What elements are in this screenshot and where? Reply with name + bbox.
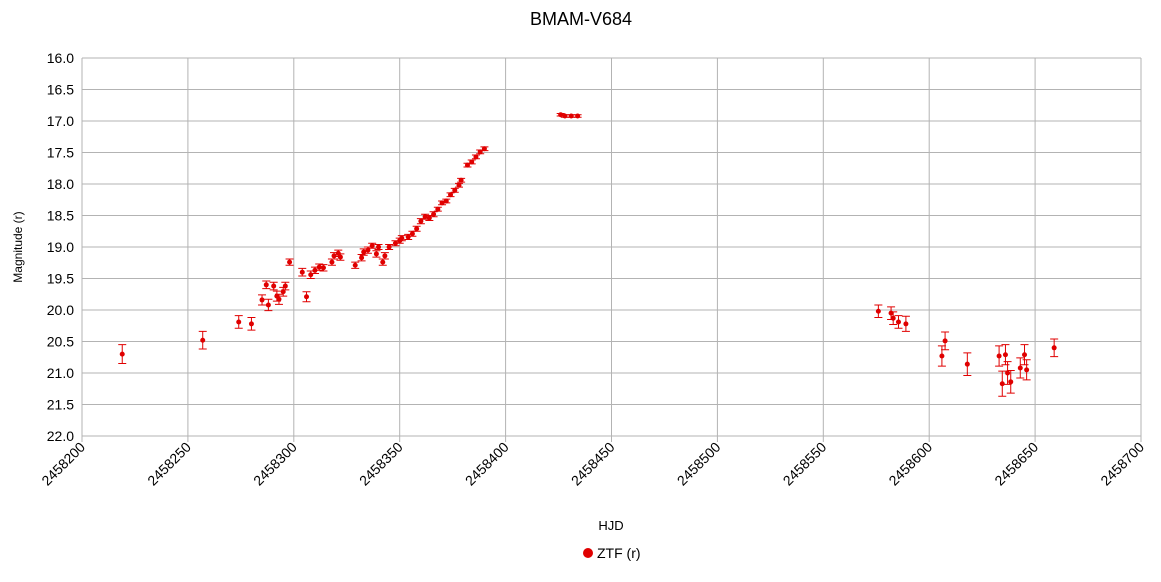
data-point — [359, 255, 365, 261]
data-point — [271, 283, 277, 289]
data-point — [200, 337, 206, 343]
data-point — [352, 262, 358, 268]
data-point — [304, 294, 310, 300]
data-point — [263, 282, 269, 288]
data-point — [903, 321, 909, 327]
data-point — [1002, 352, 1008, 358]
y-tick-label: 16.0 — [47, 50, 74, 66]
y-tick-label: 18.5 — [47, 208, 74, 224]
y-tick-label: 22.0 — [47, 428, 74, 444]
data-point — [939, 353, 945, 359]
data-point — [320, 265, 326, 271]
data-point — [1008, 379, 1014, 385]
data-point — [280, 289, 286, 295]
data-point — [431, 211, 437, 217]
y-tick-label: 19.5 — [47, 271, 74, 287]
data-point — [439, 200, 445, 206]
data-point — [312, 267, 318, 273]
data-point — [236, 319, 242, 325]
data-point — [119, 351, 125, 357]
data-point — [316, 264, 322, 270]
data-point — [1005, 370, 1011, 376]
y-tick-label: 21.5 — [47, 397, 74, 413]
data-point — [414, 226, 420, 232]
data-point — [456, 182, 462, 188]
data-point — [558, 112, 564, 118]
legend-marker — [583, 548, 593, 558]
data-point — [331, 253, 337, 259]
y-axis-title: Magnitude (r) — [11, 211, 25, 282]
data-point — [287, 259, 293, 265]
data-point — [335, 250, 341, 256]
data-point — [1022, 352, 1028, 358]
data-point — [405, 234, 411, 240]
y-tick-label: 20.5 — [47, 334, 74, 350]
data-point — [890, 315, 896, 321]
data-point — [469, 159, 475, 165]
data-point — [964, 361, 970, 367]
data-point — [481, 146, 487, 152]
data-point — [568, 113, 574, 119]
x-axis-title: HJD — [598, 518, 623, 533]
y-tick-label: 20.0 — [47, 302, 74, 318]
data-point — [248, 321, 254, 327]
data-point — [942, 338, 948, 344]
data-point — [365, 247, 371, 253]
data-point — [265, 302, 271, 308]
data-point — [392, 240, 398, 246]
data-point — [373, 251, 379, 257]
data-point — [448, 192, 454, 198]
data-point — [399, 235, 405, 241]
data-point — [369, 243, 375, 249]
y-tick-label: 17.5 — [47, 145, 74, 161]
data-point — [409, 231, 415, 237]
data-point — [875, 308, 881, 314]
data-point — [443, 198, 449, 204]
data-point — [895, 319, 901, 325]
data-point — [452, 187, 458, 193]
data-point — [382, 253, 388, 259]
legend-label: ZTF (r) — [597, 545, 641, 561]
data-point — [376, 244, 382, 250]
y-tick-label: 21.0 — [47, 365, 74, 381]
data-point — [276, 296, 282, 302]
data-point — [575, 113, 581, 119]
chart-title: BMAM-V684 — [530, 9, 632, 29]
data-point — [299, 269, 305, 275]
data-point — [473, 154, 479, 160]
data-point — [418, 218, 424, 224]
data-point — [380, 259, 386, 265]
y-tick-label: 18.0 — [47, 176, 74, 192]
data-point — [386, 244, 392, 250]
data-point — [996, 353, 1002, 359]
data-point — [329, 259, 335, 265]
data-point — [1051, 345, 1057, 351]
data-point — [282, 283, 288, 289]
data-point — [337, 254, 343, 260]
y-tick-label: 16.5 — [47, 82, 74, 98]
data-point — [435, 206, 441, 212]
y-tick-label: 19.0 — [47, 239, 74, 255]
data-point — [1017, 365, 1023, 371]
data-point — [458, 177, 464, 183]
data-point — [999, 381, 1005, 387]
y-tick-label: 17.0 — [47, 113, 74, 129]
data-point — [1024, 367, 1030, 373]
data-point — [562, 113, 568, 119]
data-point — [259, 297, 265, 303]
